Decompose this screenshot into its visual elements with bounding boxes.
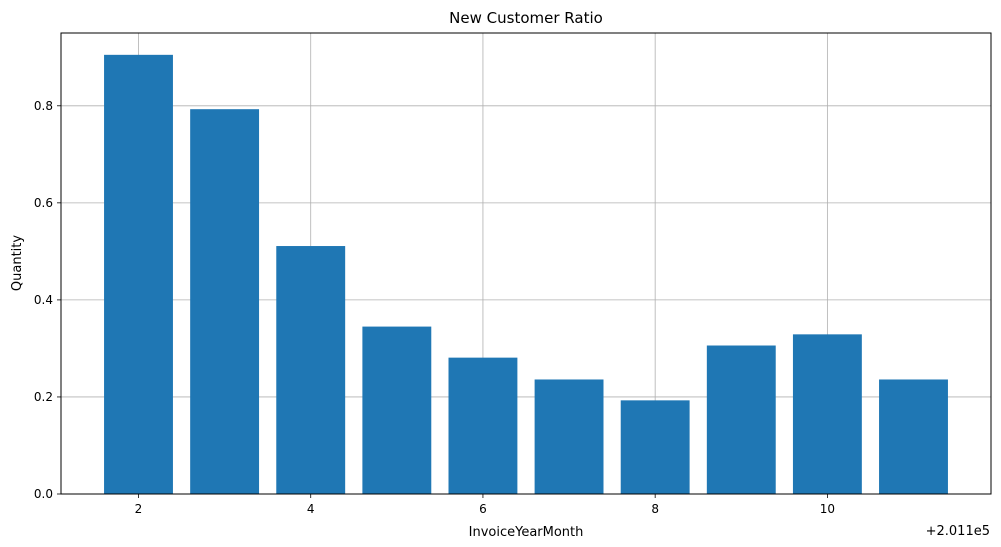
x-tick-label: 2 — [135, 502, 143, 516]
y-axis-label: Quantity — [10, 235, 25, 291]
chart-title: New Customer Ratio — [449, 9, 603, 27]
x-axis-ticks: 2 4 6 8 10 — [135, 494, 835, 516]
bar — [879, 379, 948, 494]
y-tick-label: 0.8 — [34, 99, 53, 113]
y-tick-label: 0.0 — [34, 487, 53, 501]
y-tick-label: 0.6 — [34, 196, 53, 210]
bar — [620, 400, 690, 494]
bar — [104, 54, 173, 494]
bar-series — [104, 54, 948, 495]
bar — [534, 379, 604, 494]
bar — [448, 357, 518, 494]
y-tick-label: 0.4 — [34, 293, 53, 307]
plot-frame — [60, 32, 992, 495]
bar — [706, 345, 776, 494]
y-axis-ticks: 0.0 0.2 0.4 0.6 0.8 — [34, 99, 61, 501]
y-tick-label: 0.2 — [34, 390, 53, 404]
x-axis-offset-label: +2.011e5 — [926, 524, 990, 539]
x-tick-label: 6 — [479, 502, 487, 516]
bar — [792, 334, 862, 494]
bar — [276, 246, 346, 494]
x-axis-label: InvoiceYearMonth — [469, 525, 584, 540]
x-tick-label: 8 — [651, 502, 659, 516]
x-tick-label: 4 — [307, 502, 315, 516]
x-tick-label: 10 — [820, 502, 835, 516]
bar — [362, 326, 432, 494]
bar — [190, 109, 260, 495]
